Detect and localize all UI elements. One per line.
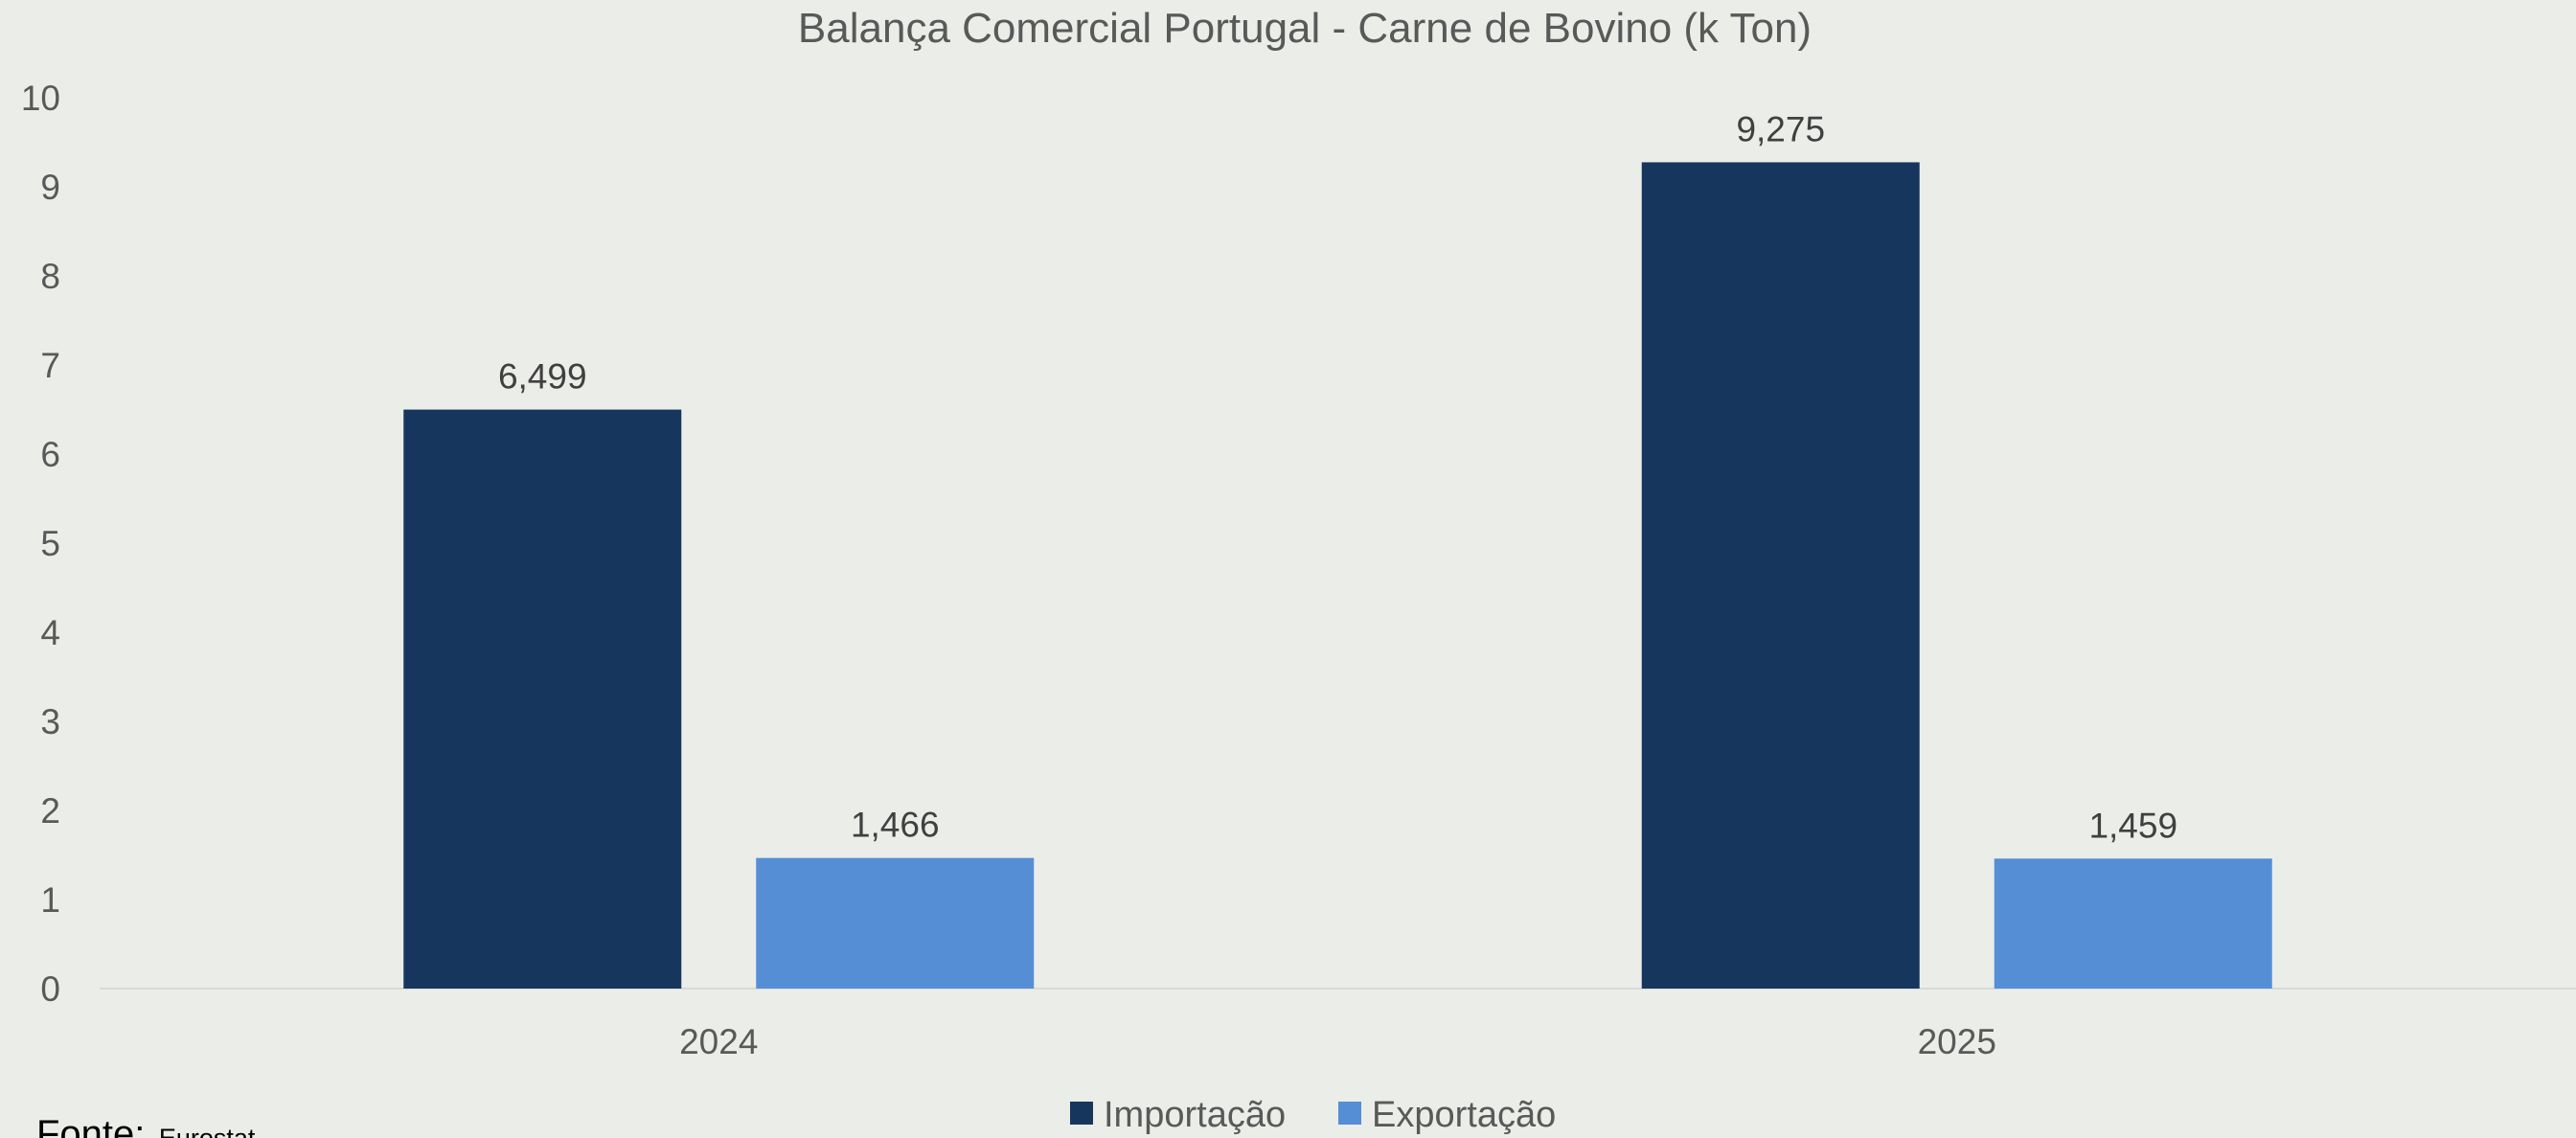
y-tick-label: 10 [21, 79, 60, 118]
data-label: 1,466 [851, 806, 940, 845]
y-tick-label: 3 [40, 702, 60, 741]
source-name: Eurostat [159, 1124, 256, 1138]
bar-importacao-2024 [403, 409, 682, 989]
x-tick-label: 2025 [1918, 1022, 1996, 1061]
source-note: Fonte: Eurostat [36, 1113, 256, 1138]
data-labels: 6,499 1,466 9,275 1,459 [498, 109, 2177, 845]
data-label: 1,459 [2088, 806, 2177, 845]
source-prefix: Fonte: [36, 1113, 145, 1138]
legend-label: Exportação [1372, 1095, 1556, 1135]
y-tick-label: 5 [40, 524, 60, 563]
y-tick-label: 0 [40, 969, 60, 1009]
legend-label: Importação [1104, 1095, 1286, 1135]
y-tick-label: 4 [40, 613, 60, 652]
y-tick-label: 6 [40, 435, 60, 474]
y-tick-label: 8 [40, 257, 60, 296]
bar-importacao-2025 [1641, 162, 1920, 990]
y-tick-label: 7 [40, 346, 60, 385]
bar-exportacao-2024 [756, 857, 1035, 989]
legend-swatch [1338, 1102, 1361, 1125]
legend-swatch [1070, 1102, 1093, 1125]
x-tick-label: 2024 [679, 1022, 758, 1061]
x-axis-ticks: 2024 2025 [679, 1022, 1996, 1061]
y-tick-label: 1 [40, 880, 60, 920]
chart-title: Balança Comercial Portugal - Carne de Bo… [798, 5, 1812, 52]
bar-exportacao-2025 [1994, 858, 2272, 989]
bars [403, 162, 2272, 990]
data-label: 9,275 [1736, 109, 1825, 148]
y-axis-ticks: 0 1 2 3 4 5 6 7 8 9 10 [21, 79, 60, 1009]
y-tick-label: 2 [40, 791, 60, 831]
legend: Importação Exportação [1070, 1095, 1556, 1135]
data-label: 6,499 [498, 357, 587, 397]
y-tick-label: 9 [40, 168, 60, 207]
